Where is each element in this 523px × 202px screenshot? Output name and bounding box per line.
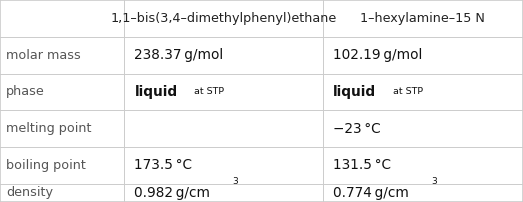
Text: 0.982 g/cm: 0.982 g/cm (134, 186, 210, 200)
Text: 102.19 g/mol: 102.19 g/mol (333, 48, 423, 62)
Text: density: density (6, 186, 53, 199)
Text: 1–hexylamine–15 N: 1–hexylamine–15 N (360, 12, 485, 25)
Text: molar mass: molar mass (6, 49, 81, 62)
Text: 1,1–bis(3,4–dimethylphenyl)ethane: 1,1–bis(3,4–dimethylphenyl)ethane (110, 12, 336, 25)
Text: 3: 3 (233, 177, 238, 186)
Text: at STP: at STP (194, 87, 224, 96)
Text: 131.5 °C: 131.5 °C (333, 158, 391, 173)
Text: 173.5 °C: 173.5 °C (134, 158, 192, 173)
Text: −23 °C: −23 °C (333, 122, 381, 136)
Text: phase: phase (6, 85, 45, 98)
Text: liquid: liquid (333, 85, 376, 99)
Text: liquid: liquid (134, 85, 177, 99)
Text: 238.37 g/mol: 238.37 g/mol (134, 48, 224, 62)
Text: at STP: at STP (393, 87, 423, 96)
Text: boiling point: boiling point (6, 159, 86, 172)
Text: melting point: melting point (6, 122, 92, 135)
Text: 3: 3 (431, 177, 437, 186)
Text: 0.774 g/cm: 0.774 g/cm (333, 186, 409, 200)
